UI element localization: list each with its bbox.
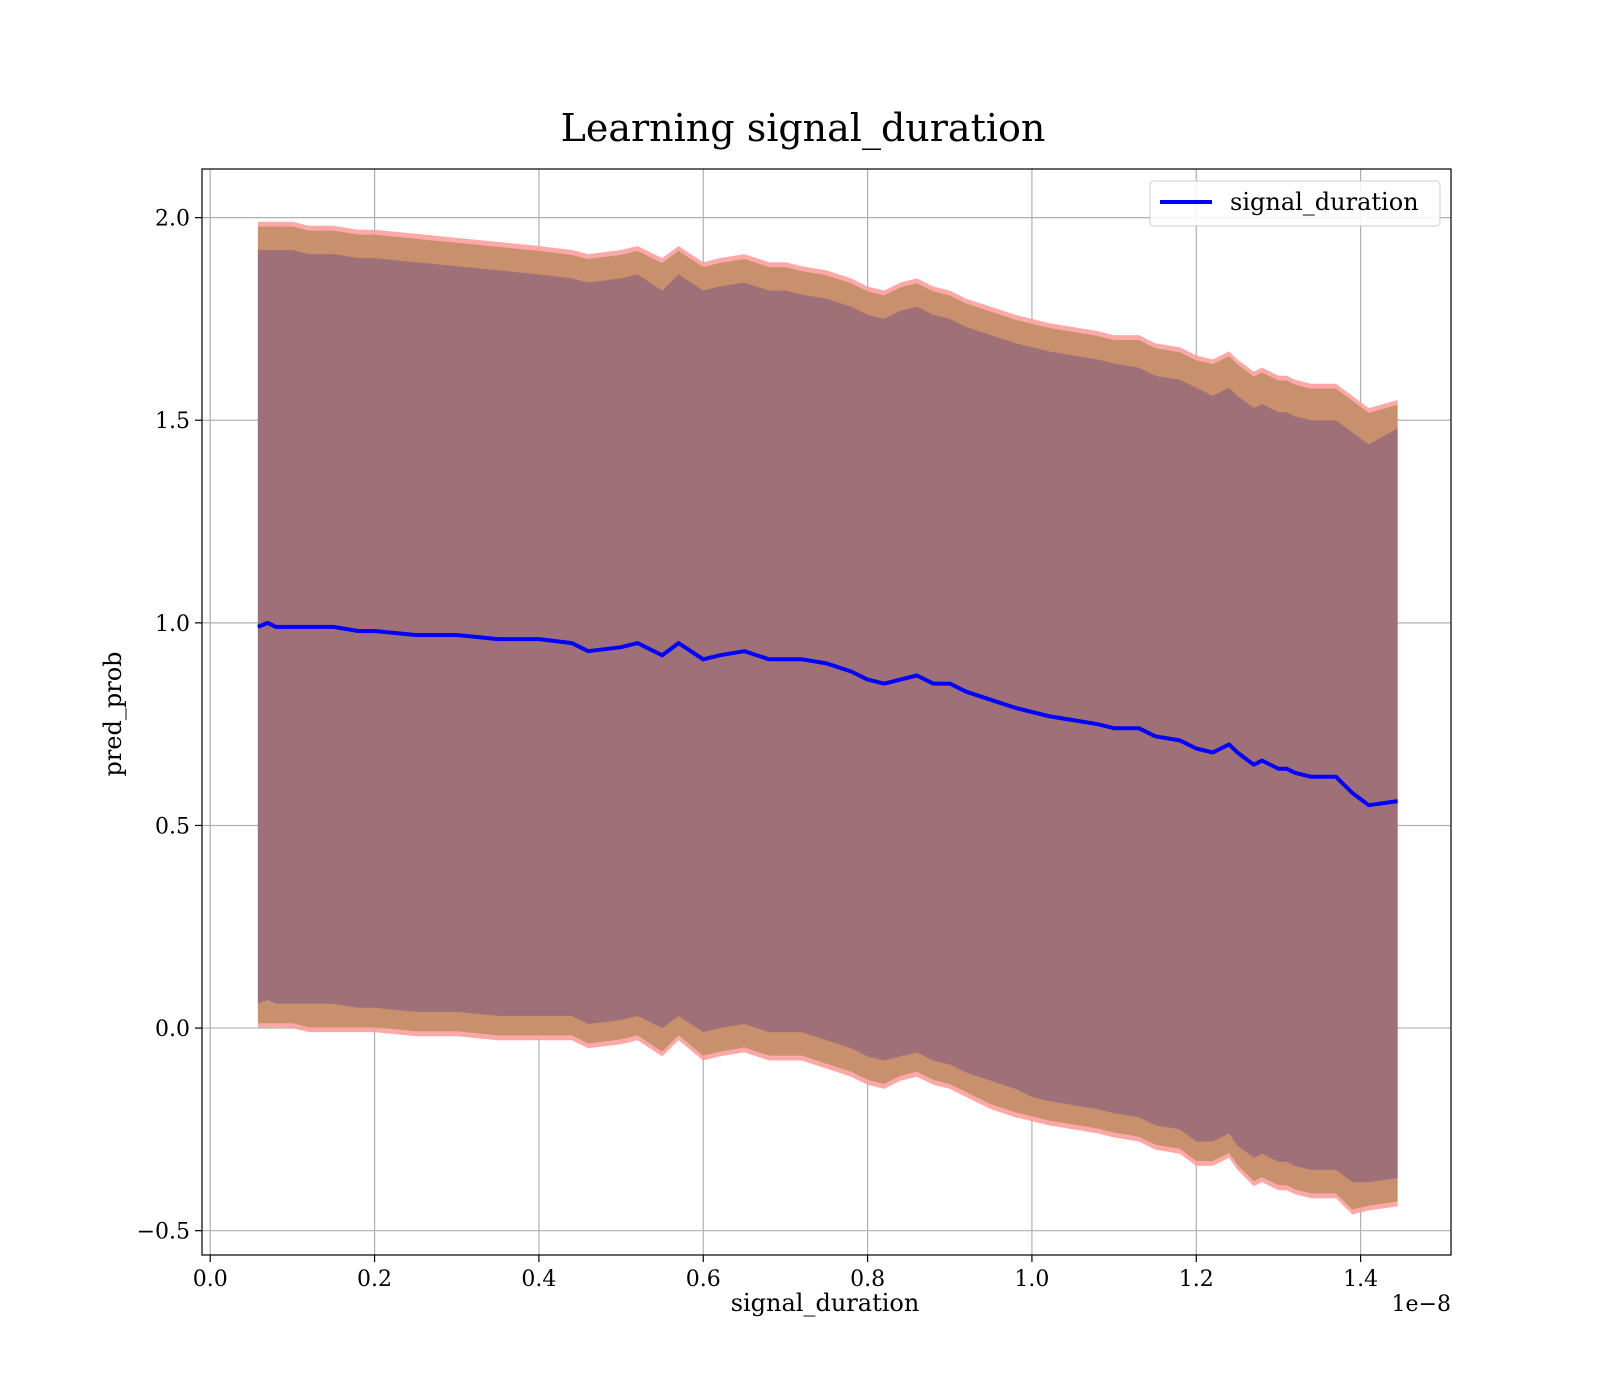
x-axis-label: signal_duration [731,1289,920,1317]
plot-frame [201,168,1452,1256]
x-axis-offset-text: 1e−8 [1392,1292,1451,1317]
legend-box [1149,180,1441,227]
y-tick-label: 0.5 [155,814,190,839]
legend: signal_duration [1149,180,1441,227]
x-tick-label: 0.4 [521,1267,556,1292]
x-axis-ticks: 0.0 0.2 0.4 0.6 0.8 1.0 1.2 1.4 [193,1255,1378,1292]
plot-area [201,168,1452,1256]
y-axis-ticks: −0.5 0.0 0.5 1.0 1.5 2.0 [137,207,202,1245]
y-axis-label: pred_prob [99,651,127,776]
x-tick-label: 0.2 [357,1267,392,1292]
x-tick-label: 1.4 [1343,1267,1378,1292]
y-tick-label: 1.5 [155,409,190,434]
x-tick-label: 1.2 [1179,1267,1214,1292]
x-tick-label: 0.0 [193,1267,228,1292]
x-tick-label: 0.8 [850,1267,885,1292]
x-tick-label: 1.0 [1014,1267,1049,1292]
y-tick-label: −0.5 [137,1220,190,1245]
chart-title: Learning signal_duration [561,106,1046,151]
y-tick-label: 1.0 [155,612,190,637]
x-tick-label: 0.6 [686,1267,721,1292]
legend-label-signal-duration: signal_duration [1230,188,1419,216]
series-line-signal-duration [257,620,1398,808]
band-inner-fill [257,250,1398,1183]
y-tick-label: 0.0 [155,1017,190,1042]
y-tick-label: 2.0 [155,207,190,232]
